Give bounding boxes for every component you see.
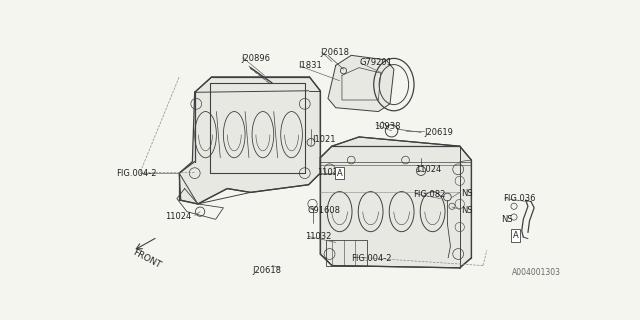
Text: FIG.036: FIG.036 [503,194,536,203]
Text: G91608: G91608 [308,206,341,215]
Text: J20618: J20618 [320,48,349,57]
Text: FIG.082: FIG.082 [413,190,445,199]
Text: 11032: 11032 [305,232,331,241]
Text: J20896: J20896 [241,54,270,63]
Polygon shape [179,77,320,204]
Text: FRONT: FRONT [132,248,163,270]
Text: J20618: J20618 [252,266,281,275]
Text: G79201: G79201 [359,58,392,67]
Text: A004001303: A004001303 [511,268,561,277]
Text: NS: NS [502,215,513,225]
Text: 10938: 10938 [374,122,401,131]
Text: 11024: 11024 [415,165,441,174]
Text: I1831: I1831 [298,61,323,70]
Text: A: A [337,169,342,178]
Text: I1021: I1021 [312,135,336,144]
Text: NS: NS [461,206,473,215]
Polygon shape [210,83,305,173]
Text: FIG.004-2: FIG.004-2 [351,254,392,263]
Polygon shape [328,55,394,112]
Text: FIG.004-2: FIG.004-2 [116,169,156,178]
Text: 11024: 11024 [317,168,344,177]
Text: 11024: 11024 [165,212,191,221]
Text: A: A [513,231,518,240]
Polygon shape [320,137,472,268]
Text: J20619: J20619 [425,128,454,137]
Text: NS: NS [461,189,473,198]
